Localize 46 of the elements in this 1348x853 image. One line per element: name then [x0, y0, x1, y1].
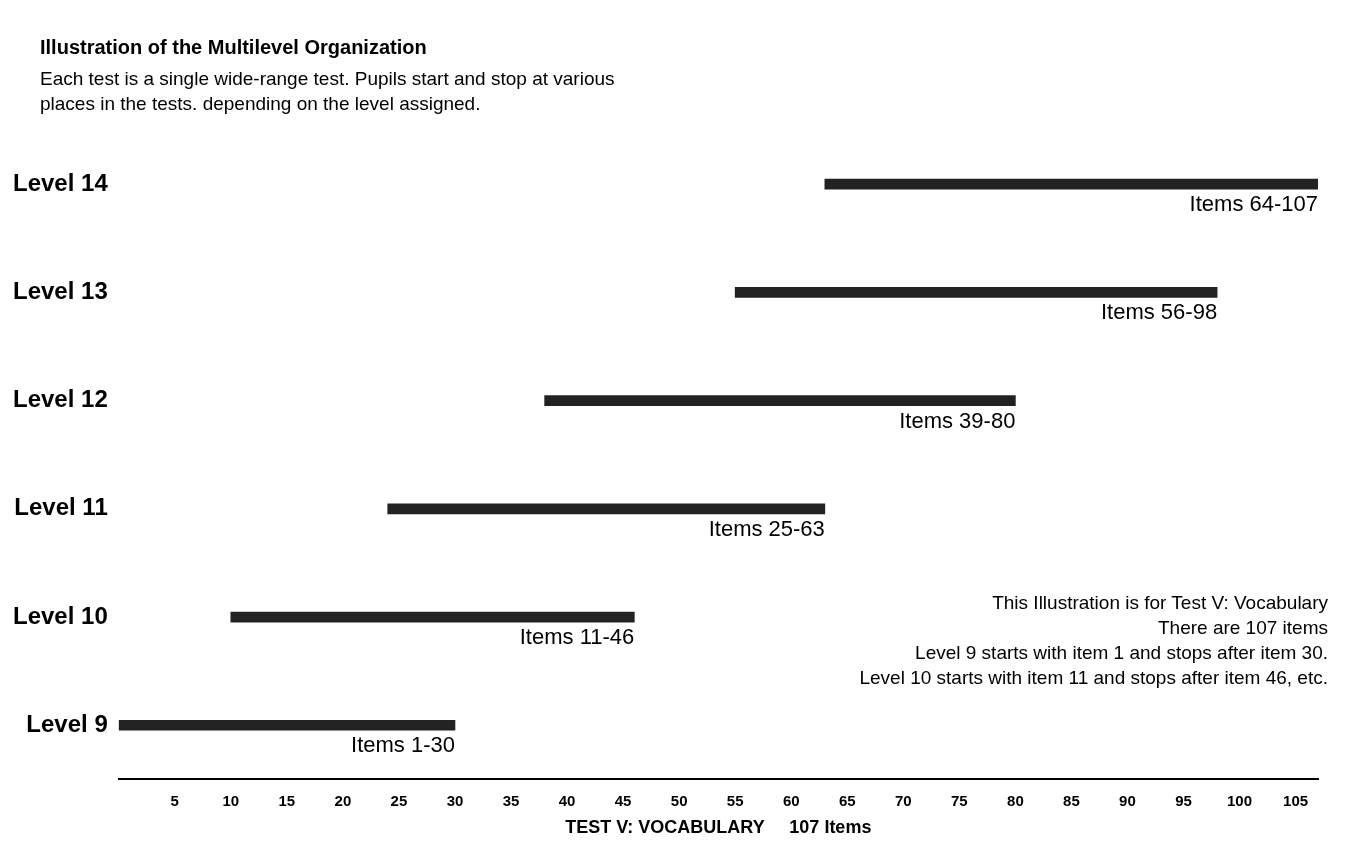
data-label: Items 25-63: [708, 515, 825, 541]
bar: [824, 178, 1318, 190]
annotation: This Illustration is for Test V: Vocabulary: [991, 591, 1328, 615]
x-tick-label: 80: [1007, 791, 1024, 809]
bar: [118, 719, 456, 731]
annotation: There are 107 items: [1156, 616, 1328, 640]
y-tick-label: Level 14: [13, 168, 109, 196]
x-tick-label: 5: [170, 791, 179, 809]
annotation: Level 10 starts with item 11 and stops after item 46, etc.: [859, 666, 1328, 690]
chart-subtitle: Each test is a single wide-range test. Pupils start and stop at various places in the tests. depending on the level assigned.: [40, 67, 616, 116]
x-tick-label: 70: [894, 791, 912, 809]
y-tick-label: Level 13: [13, 276, 108, 304]
x-tick-label: 45: [614, 791, 632, 809]
data-label: Items 39-80: [899, 407, 1016, 433]
x-tick-label: 90: [1119, 791, 1136, 809]
data-label: Items 64-107: [1189, 191, 1318, 217]
data-label: Items 56-98: [1100, 299, 1218, 325]
y-tick-label: Level 9: [26, 709, 108, 737]
bar: [544, 395, 1016, 406]
data-label: Items 1-30: [351, 732, 455, 758]
x-tick-label: 35: [502, 791, 520, 809]
x-tick-label: 95: [1175, 791, 1192, 809]
annotation: Level 9 starts with item 1 and stops after item 30.: [914, 641, 1328, 665]
data-label: Items 11-46: [519, 624, 635, 650]
x-tick-label: 15: [278, 791, 296, 809]
bar: [387, 503, 826, 515]
chart-title: Illustration of the Multilevel Organization: [40, 36, 427, 59]
bar: [230, 611, 635, 623]
x-tick-label: 55: [726, 791, 744, 809]
y-tick-label: Level 11: [14, 493, 108, 521]
x-tick-label: 50: [670, 791, 688, 809]
x-tick-label: 105: [1283, 791, 1309, 809]
x-tick-label: 40: [558, 791, 576, 809]
x-tick-label: 85: [1063, 791, 1080, 809]
x-tick-label: 20: [334, 791, 352, 809]
x-tick-label: 10: [222, 791, 240, 809]
x-tick-label: 25: [390, 791, 408, 809]
y-tick-label: Level 12: [13, 385, 108, 413]
x-tick-label: 60: [782, 791, 800, 809]
x-axis-title: TEST V: VOCABULARY 107 Items: [565, 817, 872, 838]
y-tick-label: Level 10: [13, 601, 108, 629]
x-tick-label: 65: [838, 791, 856, 809]
x-tick-label: 30: [446, 791, 464, 809]
x-tick-label: 100: [1227, 791, 1253, 809]
x-tick-label: 75: [951, 791, 968, 809]
bar: [734, 287, 1218, 298]
